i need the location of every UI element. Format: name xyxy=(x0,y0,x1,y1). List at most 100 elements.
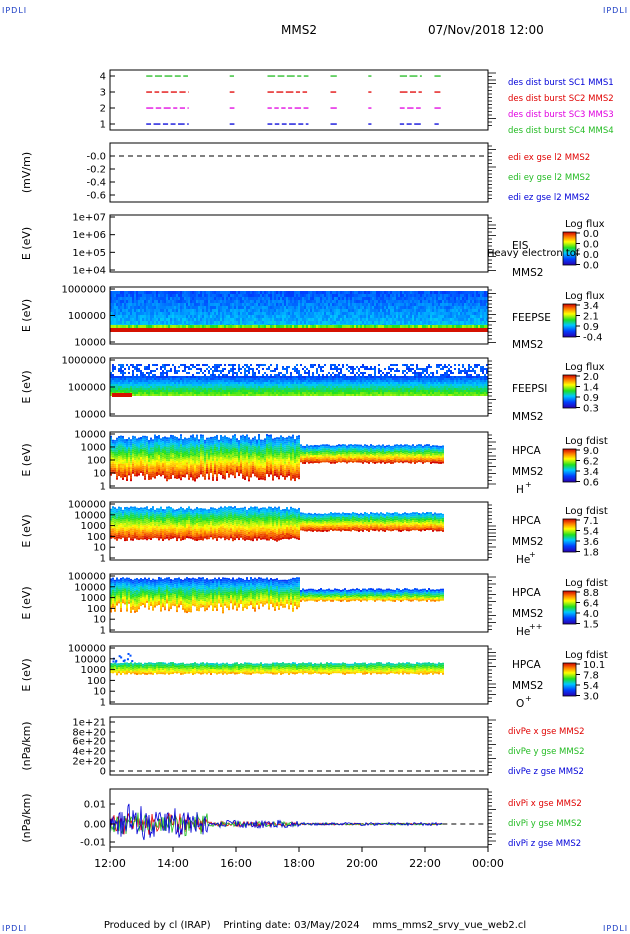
feepse-pixel xyxy=(310,291,312,294)
feepse-pixel xyxy=(410,328,412,332)
feepsi-pixel xyxy=(364,386,366,388)
feepsi-pixel xyxy=(206,382,208,384)
feepse-pixel xyxy=(432,297,434,300)
feepse-pixel xyxy=(204,309,206,312)
feepse-pixel xyxy=(330,325,332,328)
feepse-pixel xyxy=(238,315,240,318)
feepsi-pixel xyxy=(172,380,174,382)
feepsi-pixel xyxy=(386,374,388,376)
feepse-pixel xyxy=(420,318,422,321)
feepse-pixel xyxy=(328,294,330,297)
feepsi-pixel xyxy=(158,376,160,378)
feepsi-pixel xyxy=(356,384,358,386)
feepsi-pixel xyxy=(162,366,164,368)
feepsi-pixel xyxy=(258,366,260,368)
feepsi-pixel xyxy=(230,376,232,378)
feepse-pixel xyxy=(158,315,160,318)
feepse-pixel xyxy=(338,294,340,297)
feepse-pixel xyxy=(326,297,328,300)
feepsi-pixel xyxy=(348,370,350,372)
feepse-pixel xyxy=(254,303,256,306)
feepsi-pixel xyxy=(424,370,426,372)
feepsi-pixel xyxy=(172,376,174,378)
feepse-pixel xyxy=(240,303,242,306)
feepsi-pixel xyxy=(316,368,318,370)
feepsi-pixel xyxy=(372,394,374,396)
feepsi-pixel xyxy=(246,382,248,384)
feepsi-pixel xyxy=(172,378,174,380)
feepse-pixel xyxy=(286,306,288,309)
feepsi-pixel xyxy=(184,392,186,394)
feepsi-pixel xyxy=(202,364,204,366)
feepsi-pixel xyxy=(456,384,458,386)
feepsi-pixel xyxy=(204,384,206,386)
feepse-pixel xyxy=(486,291,488,294)
feepse-pixel xyxy=(306,303,308,306)
feepse-pixel xyxy=(164,303,166,306)
feepse-pixel xyxy=(284,306,286,309)
feepse-pixel xyxy=(306,325,308,328)
feepse-pixel xyxy=(454,318,456,321)
feepsi-pixel xyxy=(422,386,424,388)
feepsi-pixel xyxy=(364,366,366,368)
feepse-pixel xyxy=(364,294,366,297)
feepse-pixel xyxy=(414,309,416,312)
feepsi-pixel xyxy=(148,382,150,384)
feepse-pixel xyxy=(450,312,452,315)
feepsi-pixel xyxy=(236,378,238,380)
feepsi-pixel xyxy=(132,380,134,382)
feepsi-pixel xyxy=(380,378,382,380)
feepsi-pixel xyxy=(264,364,266,366)
feepse-pixel xyxy=(142,297,144,300)
feepse-pixel xyxy=(482,328,484,332)
feepsi-pixel xyxy=(332,372,334,374)
feepsi-pixel xyxy=(348,392,350,394)
feepsi-pixel xyxy=(176,376,178,378)
feepsi-pixel xyxy=(164,366,166,368)
feepse-pixel xyxy=(152,321,154,324)
feepse-pixel xyxy=(226,328,228,332)
feepsi-pixel xyxy=(162,376,164,378)
feepsi-pixel xyxy=(366,392,368,394)
feepse-pixel xyxy=(342,325,344,328)
feepse-pixel xyxy=(150,315,152,318)
feepse-pixel xyxy=(424,306,426,309)
feepsi-pixel xyxy=(202,378,204,380)
feepse-pixel xyxy=(426,315,428,318)
feepsi-pixel xyxy=(444,376,446,378)
feepse-pixel xyxy=(110,306,112,309)
feepse-pixel xyxy=(166,318,168,321)
feepse-pixel xyxy=(154,300,156,303)
feepse-pixel xyxy=(308,291,310,294)
feepse-pixel xyxy=(230,309,232,312)
feepse-pixel xyxy=(168,294,170,297)
feepse-pixel xyxy=(142,306,144,309)
feepsi-pixel xyxy=(326,376,328,378)
feepse-pixel xyxy=(132,306,134,309)
feepsi-pixel xyxy=(310,392,312,394)
feepsi-pixel xyxy=(194,390,196,392)
feepsi-pixel xyxy=(206,390,208,392)
feepsi-pixel xyxy=(426,372,428,374)
feepsi-pixel xyxy=(250,392,252,394)
feepse-pixel xyxy=(214,325,216,328)
feepsi-pixel xyxy=(140,392,142,394)
feepsi-pixel xyxy=(132,366,134,368)
feepse-pixel xyxy=(334,294,336,297)
feepse-pixel xyxy=(410,318,412,321)
feepse-pixel xyxy=(334,325,336,328)
feepse-pixel xyxy=(422,291,424,294)
feepsi-pixel xyxy=(286,376,288,378)
feepse-pixel xyxy=(310,321,312,324)
feepsi-pixel xyxy=(262,378,264,380)
feepsi-pixel xyxy=(390,392,392,394)
feepsi-pixel xyxy=(244,372,246,374)
feepsi-pixel xyxy=(206,368,208,370)
feepsi-pixel xyxy=(166,394,168,396)
feepsi-pixel xyxy=(416,378,418,380)
feepsi-pixel xyxy=(212,380,214,382)
feepsi-pixel xyxy=(150,380,152,382)
feepse-pixel xyxy=(246,303,248,306)
feepsi-pixel xyxy=(210,388,212,390)
feepse-pixel xyxy=(400,325,402,328)
